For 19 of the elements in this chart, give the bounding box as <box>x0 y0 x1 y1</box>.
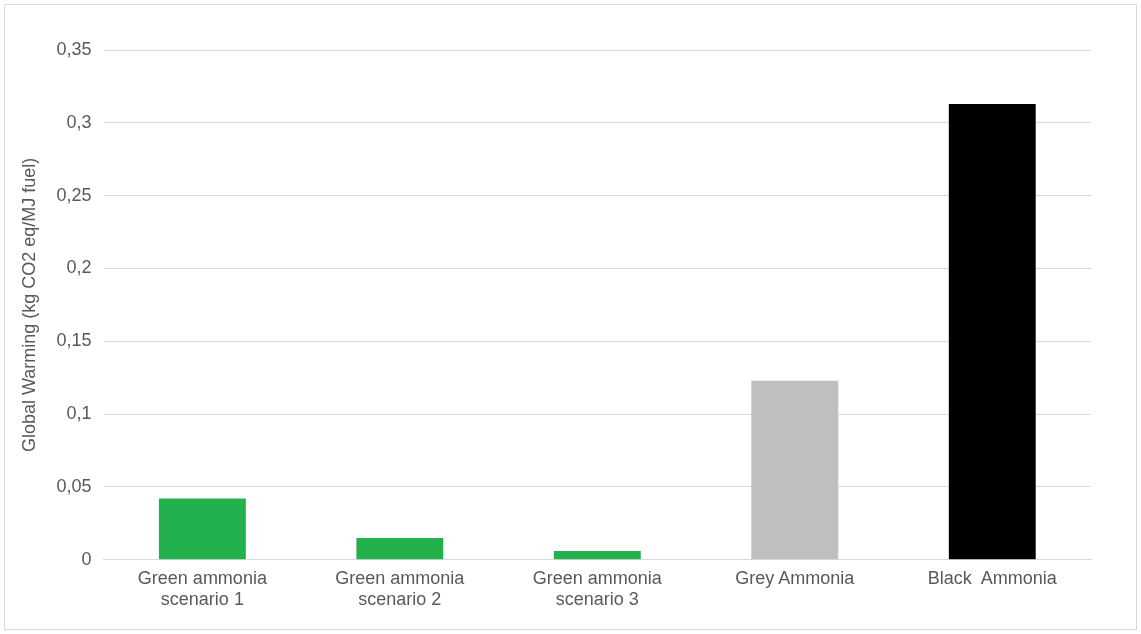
bar <box>356 537 444 560</box>
y-tick-label: 0,25 <box>56 184 92 205</box>
x-tick-label: Green ammonia scenario 2 <box>335 567 466 610</box>
y-axis-title: Global Warming (kg CO2 eq/MJ fuel) <box>18 157 39 453</box>
bar <box>751 380 839 560</box>
y-tick-label: 0,2 <box>66 257 92 278</box>
bar <box>948 103 1036 560</box>
x-tick-label: Black Ammonia <box>927 567 1058 588</box>
x-tick-label: Grey Ammonia <box>735 567 856 588</box>
bar <box>553 551 641 560</box>
x-tick-label: Green ammonia scenario 1 <box>137 567 268 610</box>
y-tick-label: 0,15 <box>56 330 92 351</box>
y-tick-label: 0,05 <box>56 475 92 496</box>
y-tick-label: 0,1 <box>66 403 92 424</box>
y-tick-label: 0 <box>81 548 92 569</box>
x-tick-label: Green ammonia scenario 3 <box>532 567 663 610</box>
bar <box>158 498 246 560</box>
y-tick-label: 0,35 <box>56 38 92 59</box>
y-tick-label: 0,3 <box>66 111 92 132</box>
